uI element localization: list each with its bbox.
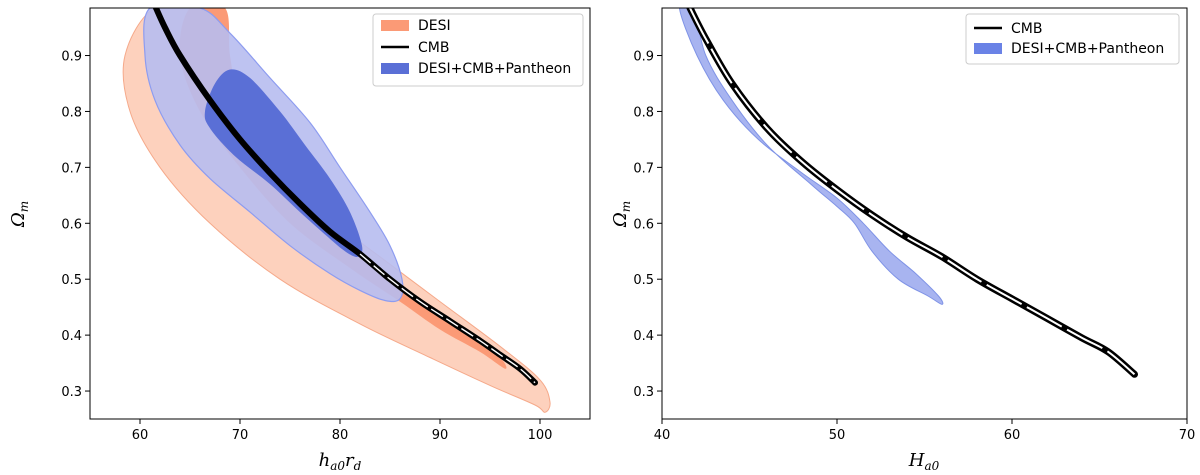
cmb-contour-inner [359, 253, 536, 384]
y-tick-label: 0.6 [633, 217, 654, 232]
cmb-contour [153, 8, 538, 386]
y-tick-label: 0.6 [61, 217, 82, 232]
right-plot-frame [661, 7, 1188, 420]
y-tick-label: 0.4 [633, 329, 654, 344]
x-tick-label: 70 [1179, 428, 1196, 443]
x-tick-label: 60 [132, 428, 149, 443]
x-tick-label: 80 [332, 428, 349, 443]
y-tick-label: 0.7 [61, 161, 82, 176]
cmb-contour-inner [689, 8, 1136, 376]
left-y-ticks: 0.3 0.4 0.5 0.6 0.7 0.8 0.9 [61, 50, 90, 400]
right-y-axis-label: Ωm [610, 201, 633, 228]
y-tick-label: 0.7 [633, 161, 654, 176]
right-plot-background [662, 8, 1187, 419]
y-tick-label: 0.8 [633, 105, 654, 120]
y-tick-label: 0.3 [633, 385, 654, 400]
x-tick-label: 90 [432, 428, 449, 443]
left-legend-box [372, 13, 584, 87]
y-tick-label: 0.3 [61, 385, 82, 400]
x-tick-label: 40 [654, 428, 671, 443]
y-tick-label: 0.8 [61, 105, 82, 120]
legend-swatch-combined [381, 63, 409, 74]
legend-label-combined: DESI+CMB+Pantheon [1011, 41, 1164, 57]
combined-contour [678, 8, 944, 305]
legend-swatch-desi [381, 20, 409, 31]
y-tick-label: 0.5 [633, 273, 654, 288]
x-tick-label: 70 [232, 428, 249, 443]
y-tick-label: 0.9 [61, 50, 82, 65]
left-panel: 60 70 80 90 100 0.30.40.50.60.70.80.9 ha0rd … [8, 7, 591, 473]
right-panel: 40 50 60 70 0.3 0.4 0.5 0.6 0.7 0.8 0.9 Ha0 Ωm CM… [610, 7, 1196, 473]
legend-swatch-combined [974, 43, 1002, 54]
y-tick-label: 0.9 [633, 50, 654, 65]
y-tick-label: 0.4 [61, 329, 82, 344]
legend-label-combined: DESI+CMB+Pantheon [418, 61, 571, 77]
left-x-ticks: 60 70 80 90 100 [132, 419, 553, 443]
legend-label-cmb: CMB [418, 40, 449, 56]
legend-label-desi: DESI [418, 18, 451, 34]
right-x-axis-label: Ha0 [908, 450, 940, 473]
left-x-axis-label: ha0rd [319, 450, 362, 473]
x-tick-label: 60 [1004, 428, 1021, 443]
right-x-ticks: 40 50 60 70 [654, 419, 1196, 443]
legend-label-cmb: CMB [1011, 21, 1042, 37]
right-legend-box [965, 13, 1180, 65]
x-tick-label: 100 [528, 428, 553, 443]
y-tick-label: 0.5 [61, 273, 82, 288]
left-legend: DESI CMB DESI+CMB+Pantheon [372, 13, 584, 87]
x-tick-label: 50 [829, 428, 846, 443]
right-legend: CMB DESI+CMB+Pantheon [965, 13, 1180, 65]
combined-68-contour [204, 69, 363, 258]
left-y-axis-label: Ωm [8, 201, 31, 228]
right-y-ticks: 0.3 0.4 0.5 0.6 0.7 0.8 0.9 [633, 50, 662, 400]
